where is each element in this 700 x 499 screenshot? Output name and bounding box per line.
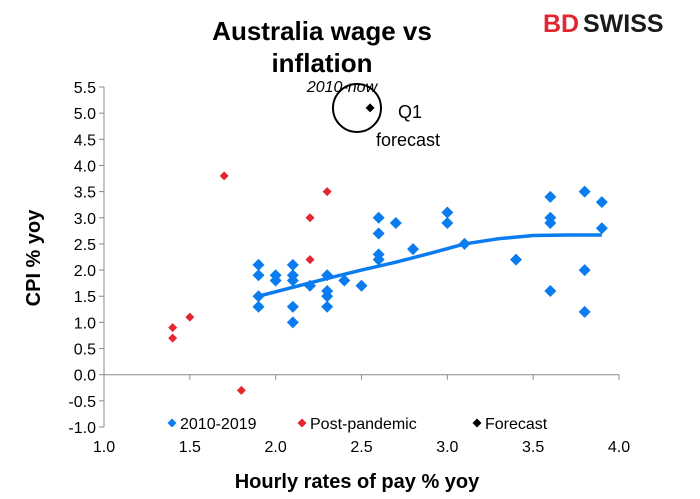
data-point-2010-2019	[595, 222, 608, 235]
legend-marker	[472, 418, 482, 428]
x-tick-label: 1.5	[179, 439, 201, 456]
bdswiss-logo: BD SWISS	[543, 10, 664, 38]
x-tick-label: 3.5	[522, 439, 544, 456]
data-point-2010-2019	[595, 196, 608, 209]
data-point-2010-2019	[441, 206, 454, 219]
data-point-2010-2019	[372, 211, 385, 224]
data-point-post-pandemic	[322, 187, 332, 197]
y-tick-label: 5.5	[74, 80, 96, 97]
data-point-post-pandemic	[305, 213, 315, 223]
y-axis-label: CPI % yoy	[23, 209, 45, 307]
data-point-2010-2019	[544, 190, 557, 203]
forecast-highlight-circle	[332, 83, 382, 133]
data-point-2010-2019	[441, 217, 454, 229]
legend-label: Forecast	[485, 416, 548, 433]
x-tick-label: 4.0	[608, 439, 630, 456]
x-tick-label: 1.0	[93, 439, 115, 456]
y-tick-label: -0.5	[68, 394, 96, 411]
data-point-2010-2019	[286, 316, 299, 329]
legend-marker	[297, 418, 307, 428]
data-point-2010-2019	[252, 258, 265, 271]
legend-marker	[167, 418, 177, 428]
y-tick-label: 2.5	[74, 237, 96, 254]
data-point-2010-2019	[578, 185, 591, 198]
x-axis-label: Hourly rates of pay % yoy	[235, 471, 480, 493]
annotation-q1: Q1	[398, 102, 422, 122]
y-tick-label: -1.0	[68, 420, 96, 437]
y-tick-label: 3.5	[74, 185, 96, 202]
data-point-2010-2019	[286, 274, 299, 287]
data-point-2010-2019	[252, 269, 265, 282]
annotation-forecast: forecast	[376, 130, 440, 150]
y-tick-label: 1.5	[74, 289, 96, 306]
data-point-2010-2019	[355, 279, 368, 292]
data-point-2010-2019	[286, 258, 299, 271]
logo-swiss: SWISS	[583, 10, 664, 38]
y-tick-label: 5.0	[74, 106, 96, 123]
data-point-2010-2019	[510, 253, 522, 266]
trendline	[258, 233, 602, 298]
data-point-post-pandemic	[185, 312, 195, 322]
y-tick-label: 2.0	[74, 263, 96, 280]
data-point-post-pandemic	[168, 333, 178, 343]
y-tick-label: 4.5	[74, 132, 96, 149]
data-point-2010-2019	[338, 274, 351, 287]
data-point-post-pandemic	[219, 171, 229, 181]
x-tick-label: 2.5	[350, 439, 372, 456]
data-point-post-pandemic	[236, 385, 246, 395]
data-point-2010-2019	[321, 290, 334, 303]
data-point-post-pandemic	[305, 255, 315, 265]
data-point-2010-2019	[372, 253, 385, 266]
legend: 2010-2019 Post-pandemic Forecast	[167, 416, 548, 433]
data-point-post-pandemic	[168, 323, 178, 333]
chart-title-line2: inflation	[271, 48, 372, 78]
x-tick-label: 2.0	[265, 439, 287, 456]
y-tick-label: 1.0	[74, 315, 96, 332]
legend-label: 2010-2019	[180, 416, 257, 433]
y-tick-label: 0.0	[74, 368, 96, 385]
y-tick-label: 0.5	[74, 342, 96, 359]
logo-bd: BD	[543, 10, 579, 38]
y-tick-label: 3.0	[74, 211, 96, 228]
data-point-2010-2019	[407, 243, 419, 256]
y-tick-label: 4.0	[74, 158, 96, 175]
data-point-2010-2019	[544, 217, 557, 229]
chart-title-line1: Australia wage vs	[212, 16, 432, 46]
data-point-forecast	[365, 103, 375, 113]
data-point-2010-2019	[286, 300, 299, 313]
data-point-2010-2019	[252, 300, 265, 313]
data-point-2010-2019	[389, 217, 402, 229]
data-point-2010-2019	[544, 285, 557, 297]
data-point-2010-2019	[321, 300, 334, 313]
legend-label: Post-pandemic	[310, 416, 417, 433]
data-point-2010-2019	[578, 264, 591, 277]
data-point-2010-2019	[578, 305, 591, 318]
x-tick-label: 3.0	[436, 439, 458, 456]
data-point-2010-2019	[372, 227, 385, 240]
data-point-2010-2019	[269, 274, 282, 287]
